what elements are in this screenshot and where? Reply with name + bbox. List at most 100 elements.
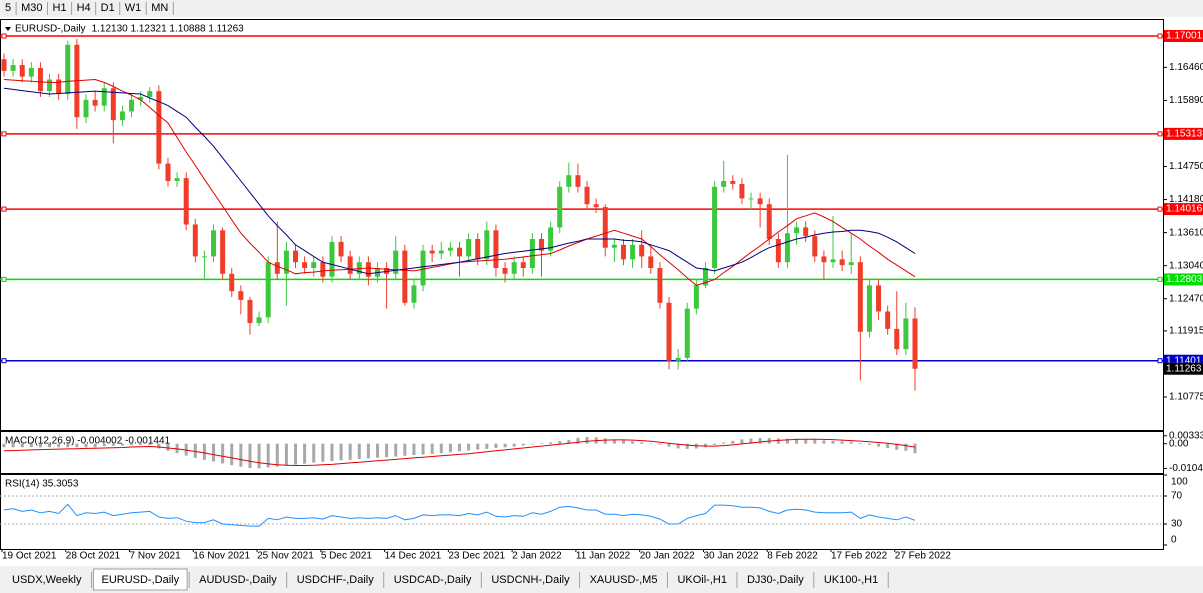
level-price-box [1164, 203, 1203, 216]
candle-body [201, 256, 207, 258]
active-tab[interactable]: EURUSD-,Daily [101, 574, 179, 586]
candle-body [848, 262, 854, 266]
macd-bar [685, 443, 689, 449]
candle-body [675, 357, 681, 361]
x-tick-label: 19 Oct 2021 [2, 551, 57, 562]
candle-body [538, 239, 544, 251]
x-tick-label: 27 Feb 2022 [895, 551, 952, 562]
indicator-title: MACD(12,26,9) -0.004002 -0.001441 [5, 436, 171, 447]
candle-body [620, 244, 626, 260]
candle-body [274, 262, 280, 274]
candle-body [438, 250, 444, 254]
macd-bar [294, 443, 298, 465]
chart-tab[interactable]: USDCAD-,Daily [394, 574, 472, 586]
macd-bar [20, 443, 24, 448]
macd-bar [202, 443, 206, 460]
chart-tab[interactable]: UKOil-,H1 [677, 574, 727, 586]
chart-panel [0, 431, 1164, 474]
macd-bar [212, 443, 216, 462]
chart-tab[interactable]: USDCNH-,Daily [491, 574, 570, 586]
macd-bar [439, 443, 443, 454]
timeframe-button[interactable]: H1 [53, 2, 67, 14]
candle-body [338, 241, 344, 257]
candle-body [384, 267, 390, 274]
candle-body [101, 88, 107, 106]
timeframe-button[interactable]: D1 [101, 2, 115, 14]
level-handle [1157, 358, 1163, 364]
macd-bar [66, 443, 70, 448]
timeframe-button[interactable]: H4 [77, 2, 91, 14]
candle-body [238, 291, 244, 300]
macd-bar [75, 443, 79, 448]
macd-bar [612, 439, 616, 444]
chart-tab[interactable]: AUDUSD-,Daily [199, 574, 277, 586]
x-tick-label: 17 Feb 2022 [831, 551, 888, 562]
candle-body [657, 267, 663, 303]
macd-bar [84, 443, 88, 448]
y-tick-label: 1.14750 [1169, 161, 1203, 172]
level-handle [1157, 276, 1163, 282]
macd-signal [3, 438, 916, 466]
timeframe-button[interactable]: W1 [125, 2, 142, 14]
candle-body [110, 88, 116, 121]
macd-bar [357, 443, 361, 460]
candle-body [10, 65, 16, 71]
level-handle [1, 358, 7, 364]
timeframe-button[interactable]: 5 [5, 2, 11, 14]
macd-bar [120, 443, 124, 446]
candle-body [903, 318, 909, 350]
tab-bar [0, 566, 1203, 593]
candle-body [757, 198, 763, 205]
candle-body [311, 262, 317, 268]
y-tick-label: 1.13040 [1169, 260, 1203, 271]
timeframe-button[interactable]: MN [151, 2, 168, 14]
level-handle [1, 33, 7, 39]
level-price-label: 1.15313 [1166, 129, 1203, 140]
macd-bar [93, 443, 97, 448]
macd-bar [193, 443, 197, 458]
candle-body [293, 250, 299, 263]
macd-bar [731, 440, 735, 444]
macd-bar [312, 443, 316, 463]
candle-body [511, 262, 517, 274]
candle-body [365, 262, 371, 277]
macd-bar [284, 443, 288, 466]
macd-bar [29, 443, 33, 448]
macd-bar [512, 443, 516, 447]
macd-bar [448, 443, 452, 453]
chart-tab[interactable]: DJ30-,Daily [747, 574, 804, 586]
macd-bar [621, 440, 625, 444]
y-tick-label: 30 [1171, 519, 1183, 530]
chart-tab[interactable]: XAUUSD-,M5 [590, 574, 658, 586]
candle-body [302, 262, 308, 268]
candle-body [429, 250, 435, 254]
macd-bar [521, 443, 525, 446]
chart-subtitle: 1.12130 1.12321 1.10888 1.11263 [92, 24, 245, 35]
macd-bar [494, 443, 498, 448]
macd-bar [485, 443, 489, 449]
candle-body [739, 183, 745, 199]
indicator-title: RSI(14) 35.3053 [5, 479, 79, 490]
macd-bar [412, 443, 416, 456]
timeframe-button[interactable]: M30 [21, 2, 42, 14]
candle-body [320, 262, 326, 277]
macd-bar [230, 443, 234, 466]
macd-bar [913, 443, 917, 454]
level-price-box [1164, 127, 1203, 140]
candle-body [766, 204, 772, 240]
chart-tab[interactable]: USDX,Weekly [12, 574, 82, 586]
candle-body [684, 308, 690, 358]
macd-bar [640, 442, 644, 444]
y-tick-label: 1.12470 [1169, 293, 1203, 304]
chart-tab[interactable]: UK100-,H1 [824, 574, 878, 586]
macd-bar [321, 443, 325, 462]
x-tick-label: 25 Nov 2021 [257, 551, 314, 562]
candle-body [794, 227, 800, 234]
candle-body [639, 244, 645, 257]
macd-bar [603, 438, 607, 444]
candle-body [775, 239, 781, 263]
macd-bar [849, 441, 853, 444]
macd-bar [877, 443, 881, 447]
chart-tab[interactable]: USDCHF-,Daily [297, 574, 375, 586]
macd-bar [157, 443, 161, 449]
